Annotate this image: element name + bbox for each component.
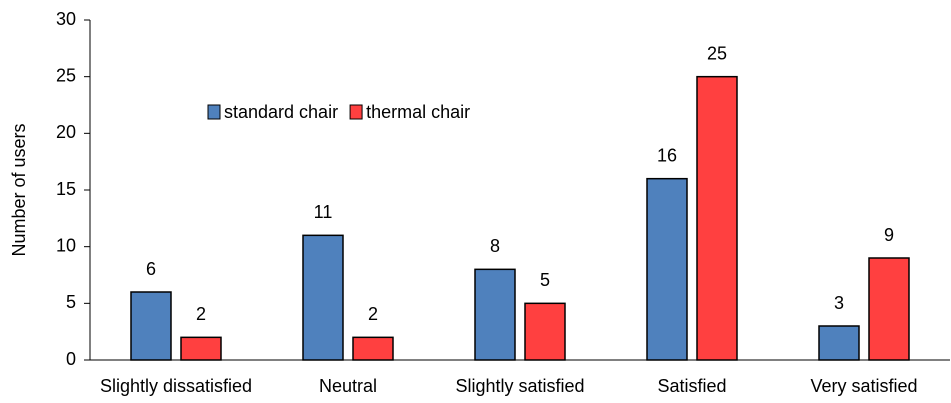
data-label: 16 [657,145,677,165]
x-tick-label: Slightly satisfied [455,376,584,396]
y-tick-label: 10 [56,235,76,255]
x-tick-label: Neutral [319,376,377,396]
legend-label: thermal chair [366,102,470,122]
x-tick-label: Satisfied [657,376,726,396]
bar [524,302,566,361]
bar [180,336,222,361]
bar [868,257,910,361]
y-tick-label: 30 [56,9,76,29]
bar [302,234,344,361]
y-tick-label: 20 [56,122,76,142]
bar [696,75,738,361]
x-tick-label: Very satisfied [810,376,917,396]
y-tick-label: 25 [56,65,76,85]
data-label: 11 [314,202,333,222]
bar [646,177,688,361]
data-label: 9 [884,225,894,245]
y-axis-label: Number of users [9,123,29,256]
bar [352,336,394,361]
legend-swatch [207,104,221,120]
bar [818,325,860,361]
y-tick-label: 15 [56,179,76,199]
x-tick-label: Slightly dissatisfied [100,376,252,396]
data-label: 2 [368,304,378,324]
data-label: 3 [834,293,844,313]
bar [474,268,516,361]
legend-swatch [349,104,363,120]
bar [130,291,172,361]
data-label: 25 [707,43,727,63]
legend-label: standard chair [224,102,338,122]
y-tick-label: 5 [66,292,76,312]
data-label: 6 [146,259,156,279]
data-label: 2 [196,304,206,324]
data-label: 5 [540,270,550,290]
data-label: 8 [490,236,500,256]
y-tick-label: 0 [66,349,76,369]
